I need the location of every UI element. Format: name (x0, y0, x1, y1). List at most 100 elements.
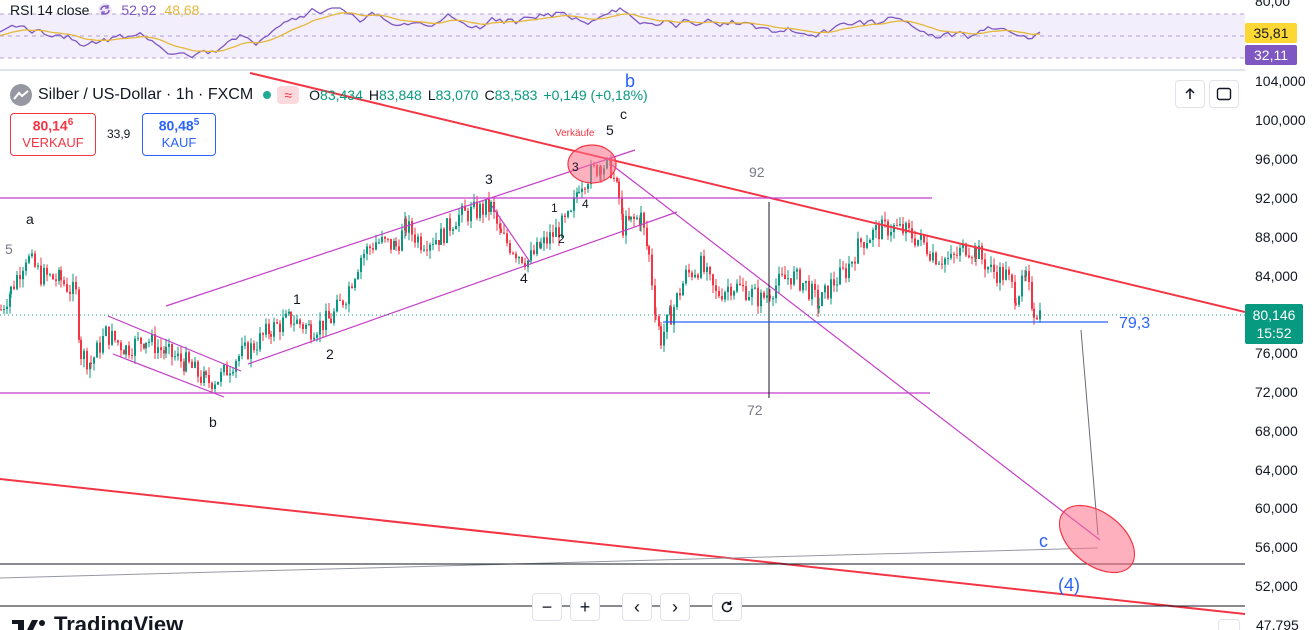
candle-body (821, 292, 823, 307)
candle-body (790, 278, 792, 285)
candle-body (200, 376, 202, 383)
candle-body (584, 188, 586, 190)
rsi-title: RSI 14 close (10, 2, 90, 18)
channel-lower-line[interactable] (247, 211, 678, 365)
sub-wave-label-1: 1 (551, 201, 558, 215)
upper-red-trendline[interactable] (249, 72, 1245, 313)
candle-body (999, 267, 1001, 283)
rsi-legend[interactable]: RSI 14 close 52,92 48,68 (10, 1, 199, 19)
candle-body (217, 381, 219, 385)
channel-upper-line[interactable] (165, 149, 636, 307)
zoom-in-button[interactable]: + (570, 593, 600, 621)
candle-body (666, 314, 668, 332)
candle-body (902, 223, 904, 234)
candle-body (99, 342, 101, 353)
reset-chart-button[interactable] (712, 593, 742, 621)
candle-body (273, 322, 275, 337)
target-zone-ellipse[interactable] (1047, 492, 1147, 586)
chart-nav-toolbar: − + ‹ › (532, 593, 742, 621)
scroll-back-button[interactable]: ‹ (622, 593, 652, 621)
candle-body (887, 221, 889, 236)
wave-pill-icon[interactable]: ≈ (277, 86, 300, 104)
candle-body (165, 346, 167, 354)
candle-body (357, 272, 359, 280)
candle-body (49, 274, 51, 276)
camera-icon[interactable] (1218, 619, 1240, 630)
candle-body (567, 211, 569, 217)
symbol-title[interactable]: Silber / US-Dollar · 1h · FXCM (38, 86, 254, 103)
candle-body (817, 289, 819, 309)
candle-body (426, 249, 428, 251)
rsi-band (0, 14, 1245, 58)
market-status-dot (263, 91, 272, 99)
sell-zone-ellipse[interactable] (567, 144, 617, 184)
scroll-forward-button[interactable]: › (660, 593, 690, 621)
candle-body (285, 313, 287, 318)
candle-body (366, 246, 368, 254)
candle-body (40, 265, 42, 285)
candle-body (944, 258, 946, 265)
lower-red-trendline[interactable] (0, 478, 1245, 615)
sell-button[interactable]: 80,146 VERKAUF (10, 113, 96, 156)
candle-body (660, 326, 662, 346)
candle-body (185, 352, 187, 372)
candle-body (6, 306, 8, 309)
candle-body (305, 324, 307, 329)
candle-body (622, 214, 624, 236)
candle-body (288, 311, 290, 314)
candle-body (330, 318, 332, 324)
candle-body (1015, 303, 1017, 305)
candle-body (676, 293, 678, 308)
flag-lower-line[interactable] (112, 353, 225, 398)
symbol-legend[interactable]: Silber / US-Dollar · 1h · FXCM ≈ O83,434… (10, 84, 648, 106)
tradingview-logo[interactable]: TradingView (12, 612, 183, 630)
candle-body (721, 296, 723, 300)
candle-body (1002, 267, 1004, 280)
candle-body (180, 353, 182, 362)
tick-label: 100,000 (1255, 112, 1306, 128)
annotation-verkaeufe: Verkäufe (555, 128, 595, 139)
candle-body (616, 177, 618, 182)
candle-body (561, 215, 563, 238)
candle-body (319, 320, 321, 335)
candle-body (493, 201, 495, 212)
candle-body (950, 253, 952, 258)
zoom-out-button[interactable]: − (532, 593, 562, 621)
candle-body (16, 275, 18, 289)
target-diagonal-line[interactable] (611, 164, 1101, 541)
candle-body (1028, 271, 1030, 282)
candle-body (875, 225, 877, 230)
candle-body (157, 347, 159, 354)
candle-body (496, 211, 498, 224)
candle-body (1036, 317, 1038, 320)
candle-body (670, 306, 672, 325)
grey-target-line[interactable] (1080, 329, 1099, 536)
candle-body (827, 285, 829, 299)
candle-body (718, 290, 720, 297)
rsi-ma-line (0, 12, 1041, 53)
tick-label: 64,000 (1255, 462, 1298, 478)
wave4-line[interactable] (491, 205, 531, 263)
candle-body (177, 353, 179, 357)
candle-body (131, 355, 133, 357)
grey-low-trendline[interactable] (0, 547, 1099, 579)
candle-body (25, 262, 27, 271)
candle-body (636, 217, 638, 219)
candle-body (500, 228, 502, 233)
buy-button[interactable]: 80,485 KAUF (142, 113, 216, 156)
candle-body (78, 289, 80, 340)
candle-body (1021, 275, 1023, 297)
candle-body (778, 273, 780, 286)
scroll-up-button[interactable] (1175, 80, 1205, 108)
flag-upper-line[interactable] (107, 315, 242, 372)
candle-body (573, 197, 575, 211)
wave-label-5-left: 5 (5, 241, 13, 257)
candle-body (220, 372, 222, 382)
candle-body (818, 306, 820, 309)
tick-label: 92,000 (1255, 190, 1298, 206)
fullscreen-button[interactable] (1209, 80, 1239, 108)
candle-body (654, 285, 656, 315)
cycle-icon[interactable] (97, 2, 113, 18)
candle-body (839, 267, 841, 285)
